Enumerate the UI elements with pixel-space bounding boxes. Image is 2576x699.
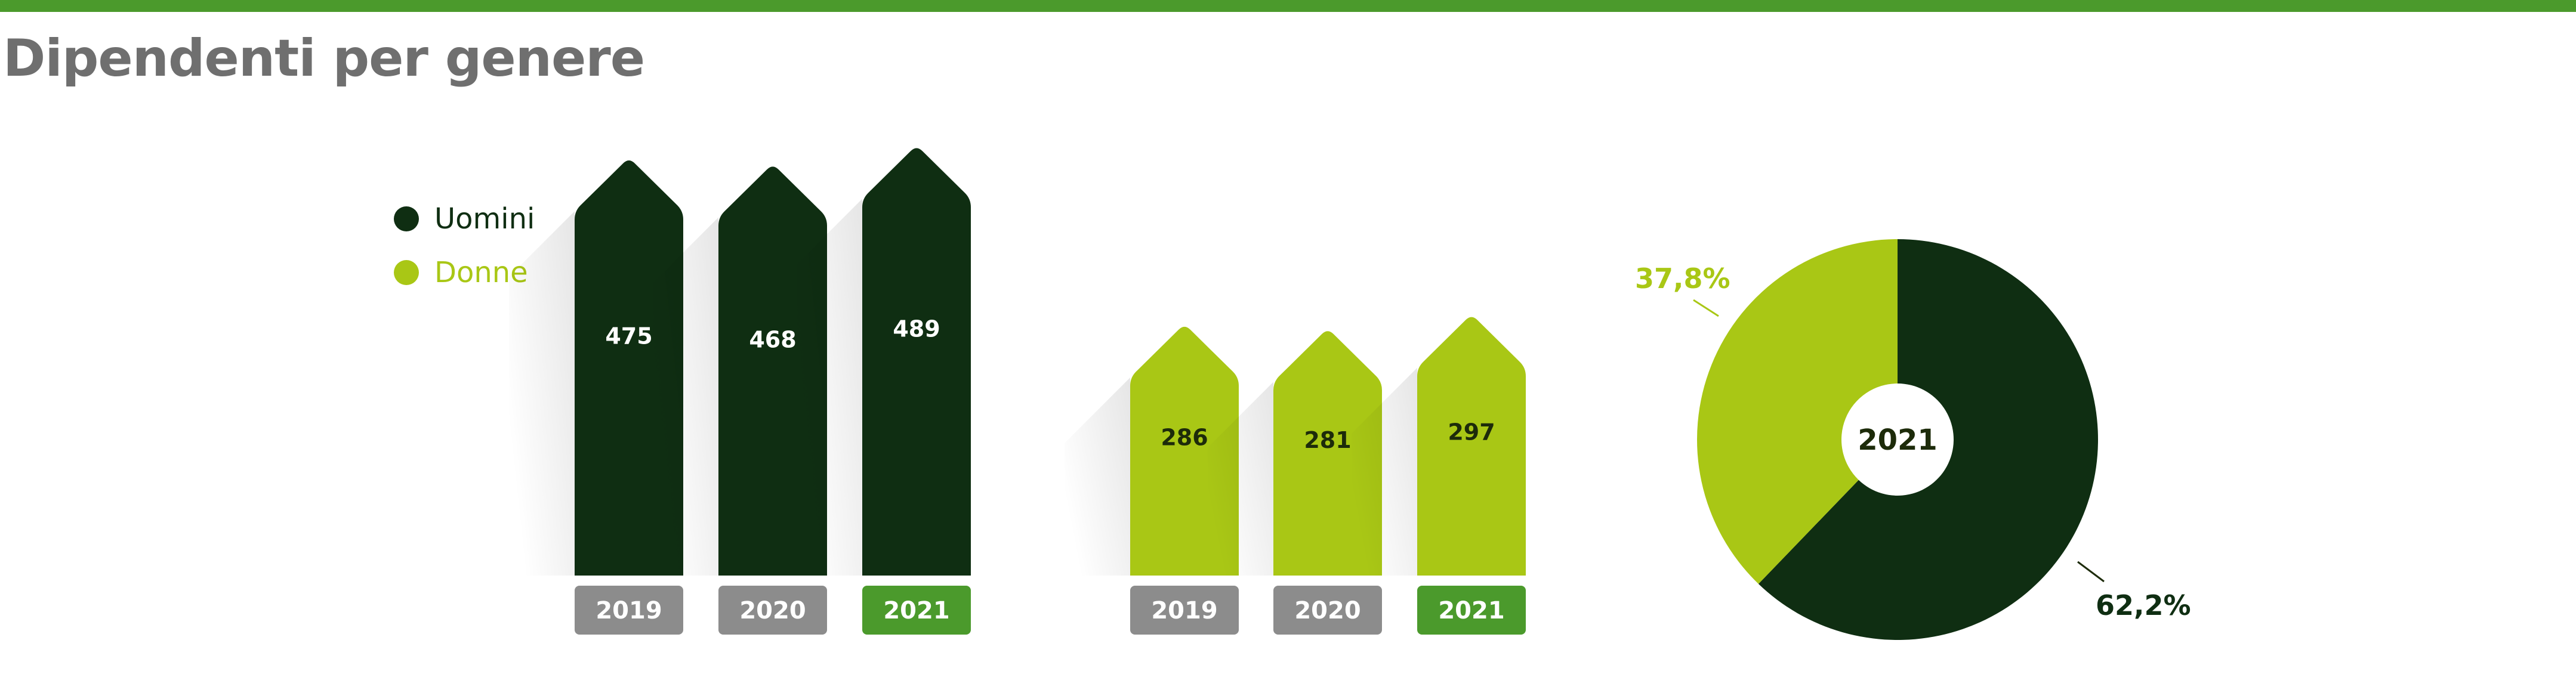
- year-tag: [718, 586, 827, 635]
- year-tag-label: 2020: [1294, 597, 1361, 624]
- donut-slice-donne: [1697, 239, 1898, 584]
- leader-line-uomini: [2077, 561, 2105, 583]
- bar-shadow: [797, 199, 862, 576]
- year-tag-label: 2021: [883, 597, 949, 624]
- year-tag: [1417, 586, 1526, 635]
- bar-shadow: [1208, 382, 1273, 576]
- year-tag: [575, 586, 683, 635]
- year-tag-label: 2020: [739, 597, 806, 624]
- legend-swatch-uomini: [394, 206, 419, 231]
- bar-value-label: 297: [1448, 419, 1495, 446]
- bar-value-label: 475: [605, 323, 652, 349]
- year-tag: [1130, 586, 1239, 635]
- bar-2021: [862, 148, 971, 576]
- donut-label-donne: 37,8%: [1635, 262, 1730, 295]
- legend-label-uomini: Uomini: [434, 202, 535, 236]
- donut-chart: 2021 62,2% 37,8%: [1635, 239, 2191, 640]
- bar-shadow: [1065, 377, 1130, 576]
- bar-value-label: 468: [749, 326, 796, 352]
- legend-item-uomini: Uomini: [394, 192, 535, 246]
- year-tag: [862, 586, 971, 635]
- year-tag: [1273, 586, 1382, 635]
- year-tag-label: 2019: [1151, 597, 1217, 624]
- bar-shadow: [653, 217, 718, 576]
- year-tag-label: 2021: [1438, 597, 1504, 624]
- donut-center-label: 2021: [1858, 423, 1938, 457]
- donut-slice-uomini: [1758, 239, 2098, 640]
- legend-swatch-donne: [394, 260, 419, 285]
- bar-shadow: [1352, 367, 1417, 576]
- top-accent-bar: [0, 0, 2576, 12]
- leader-line-donne: [1693, 299, 1719, 317]
- bar-group-uomini: 475 2019 468 2020 489 2021: [509, 148, 971, 635]
- bar-2021: [1417, 317, 1526, 576]
- bar-value-label: 281: [1304, 427, 1351, 453]
- donut-label-uomini: 62,2%: [2096, 589, 2191, 621]
- page-title: Dipendenti per genere: [3, 29, 645, 88]
- bar-shadow: [509, 211, 575, 576]
- bar-value-label: 489: [893, 316, 940, 342]
- bar-group-donne: 286 2019 281 2020 297 2021: [1065, 317, 1526, 635]
- bar-value-label: 286: [1161, 425, 1208, 451]
- year-tag-label: 2019: [596, 597, 662, 624]
